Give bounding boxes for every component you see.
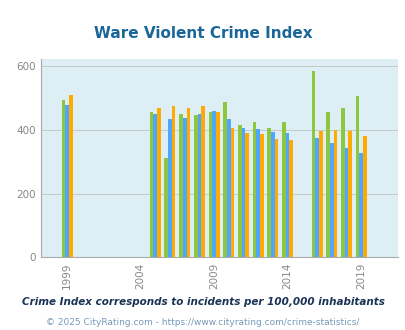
Bar — [226, 119, 230, 257]
Bar — [340, 108, 344, 257]
Bar — [164, 158, 168, 257]
Bar — [274, 139, 278, 257]
Bar — [311, 71, 314, 257]
Bar — [223, 102, 226, 257]
Bar — [149, 112, 153, 257]
Bar — [186, 108, 190, 257]
Bar — [271, 132, 274, 257]
Bar — [362, 136, 366, 257]
Bar — [314, 138, 318, 257]
Bar — [318, 131, 322, 257]
Bar — [281, 122, 285, 257]
Bar — [333, 130, 337, 257]
Bar — [153, 114, 157, 257]
Bar — [62, 100, 65, 257]
Bar — [194, 115, 197, 257]
Bar — [157, 108, 160, 257]
Bar — [212, 111, 215, 257]
Bar — [344, 148, 347, 257]
Text: Ware Violent Crime Index: Ware Violent Crime Index — [94, 25, 311, 41]
Bar — [267, 128, 271, 257]
Bar — [179, 114, 182, 257]
Bar — [168, 119, 171, 257]
Bar — [201, 106, 205, 257]
Bar — [230, 128, 234, 257]
Bar — [325, 112, 329, 257]
Bar — [182, 118, 186, 257]
Bar — [65, 105, 69, 257]
Bar — [197, 114, 201, 257]
Text: © 2025 CityRating.com - https://www.cityrating.com/crime-statistics/: © 2025 CityRating.com - https://www.city… — [46, 318, 359, 327]
Bar — [245, 133, 248, 257]
Text: Crime Index corresponds to incidents per 100,000 inhabitants: Crime Index corresponds to incidents per… — [21, 297, 384, 307]
Bar — [252, 122, 256, 257]
Bar — [259, 134, 263, 257]
Bar — [256, 129, 259, 257]
Bar — [329, 144, 333, 257]
Bar — [69, 95, 72, 257]
Bar — [241, 128, 245, 257]
Bar — [347, 131, 351, 257]
Bar — [355, 96, 358, 257]
Bar — [215, 112, 219, 257]
Bar — [358, 153, 362, 257]
Bar — [237, 125, 241, 257]
Bar — [208, 112, 212, 257]
Bar — [171, 106, 175, 257]
Bar — [289, 140, 292, 257]
Bar — [285, 133, 289, 257]
